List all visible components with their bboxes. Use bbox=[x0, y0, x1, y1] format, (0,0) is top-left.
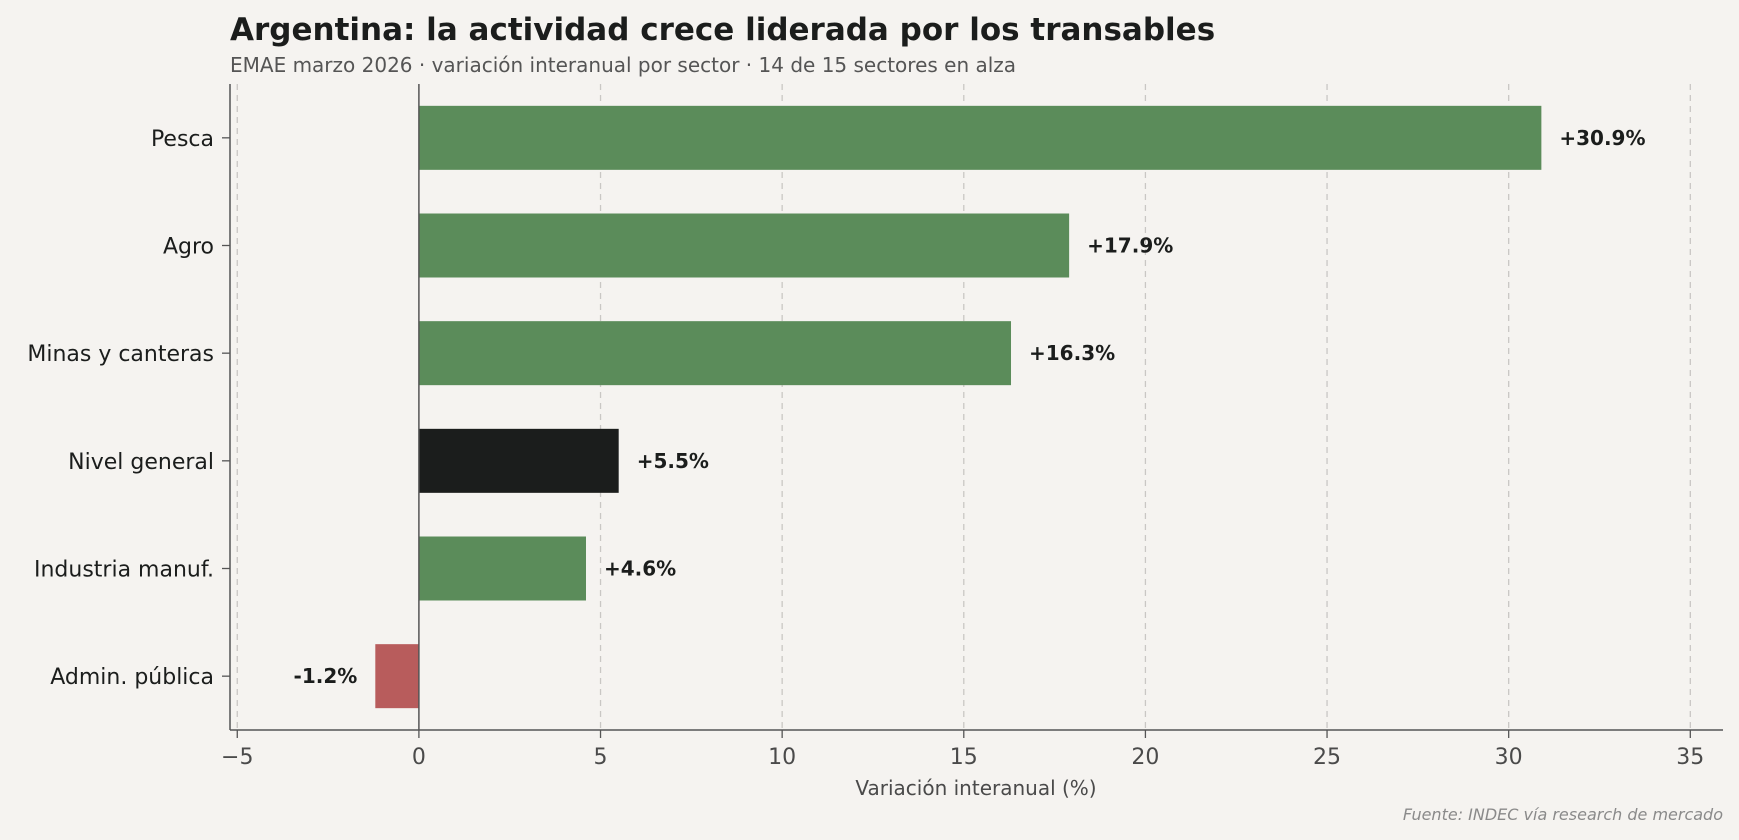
value-label: +17.9% bbox=[1087, 234, 1173, 258]
category-label: Admin. pública bbox=[50, 665, 214, 690]
value-label: +4.6% bbox=[604, 557, 676, 581]
value-label: +5.5% bbox=[637, 449, 709, 473]
source-note: Fuente: INDEC vía research de mercado bbox=[1403, 805, 1723, 824]
axes bbox=[222, 84, 1723, 738]
x-tick-label: −5 bbox=[221, 745, 253, 770]
category-label: Nivel general bbox=[68, 450, 214, 475]
value-label: +16.3% bbox=[1029, 341, 1115, 365]
x-tick-label: 10 bbox=[768, 745, 796, 770]
x-tick-label: 30 bbox=[1495, 745, 1523, 770]
x-tick-label: 5 bbox=[594, 745, 608, 770]
category-label: Minas y canteras bbox=[27, 342, 214, 367]
category-label: Pesca bbox=[151, 127, 214, 152]
category-label: Agro bbox=[163, 235, 214, 260]
grid-lines bbox=[236, 84, 1691, 730]
value-label: +30.9% bbox=[1559, 126, 1645, 150]
x-tick-label: 35 bbox=[1676, 745, 1704, 770]
x-tick-label: 25 bbox=[1313, 745, 1341, 770]
bar-pesca bbox=[418, 105, 1542, 170]
value-label: -1.2% bbox=[294, 664, 358, 688]
x-tick-label: 20 bbox=[1131, 745, 1159, 770]
bar-agro bbox=[418, 213, 1070, 278]
bars bbox=[375, 105, 1542, 709]
x-axis-title: Variación interanual (%) bbox=[855, 776, 1096, 800]
bar-industria-manuf bbox=[418, 536, 586, 601]
bar-minas-y-canteras bbox=[418, 321, 1012, 386]
x-tick-label: 0 bbox=[412, 745, 426, 770]
bar-admin-pública bbox=[375, 644, 419, 709]
chart-subtitle: EMAE marzo 2026 · variación interanual p… bbox=[230, 53, 1016, 77]
x-tick-label: 15 bbox=[950, 745, 978, 770]
labels: +30.9% Pesca +17.9% Agro +16.3% Minas y cante… bbox=[27, 126, 1704, 770]
bar-nivel-general bbox=[418, 428, 619, 493]
chart-title: Argentina: la actividad crece liderada p… bbox=[230, 12, 1215, 48]
category-label: Industria manuf. bbox=[34, 558, 214, 583]
